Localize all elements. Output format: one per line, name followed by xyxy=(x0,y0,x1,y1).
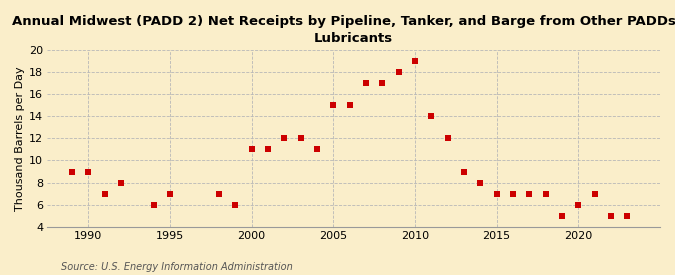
Point xyxy=(67,169,78,174)
Point xyxy=(279,136,290,141)
Point xyxy=(394,70,404,75)
Point xyxy=(573,202,584,207)
Point xyxy=(295,136,306,141)
Point xyxy=(605,213,616,218)
Point xyxy=(328,103,339,108)
Point xyxy=(491,191,502,196)
Title: Annual Midwest (PADD 2) Net Receipts by Pipeline, Tanker, and Barge from Other P: Annual Midwest (PADD 2) Net Receipts by … xyxy=(12,15,675,45)
Point xyxy=(589,191,600,196)
Point xyxy=(426,114,437,119)
Point xyxy=(557,213,568,218)
Point xyxy=(312,147,323,152)
Point xyxy=(377,81,387,86)
Point xyxy=(410,59,421,64)
Point xyxy=(442,136,453,141)
Point xyxy=(115,180,126,185)
Point xyxy=(213,191,224,196)
Point xyxy=(524,191,535,196)
Point xyxy=(99,191,110,196)
Point xyxy=(246,147,257,152)
Point xyxy=(360,81,371,86)
Point xyxy=(230,202,241,207)
Point xyxy=(508,191,518,196)
Point xyxy=(148,202,159,207)
Point xyxy=(83,169,94,174)
Y-axis label: Thousand Barrels per Day: Thousand Barrels per Day xyxy=(15,66,25,211)
Point xyxy=(263,147,273,152)
Point xyxy=(475,180,486,185)
Point xyxy=(458,169,469,174)
Point xyxy=(622,213,632,218)
Point xyxy=(540,191,551,196)
Point xyxy=(165,191,176,196)
Point xyxy=(344,103,355,108)
Text: Source: U.S. Energy Information Administration: Source: U.S. Energy Information Administ… xyxy=(61,262,292,272)
